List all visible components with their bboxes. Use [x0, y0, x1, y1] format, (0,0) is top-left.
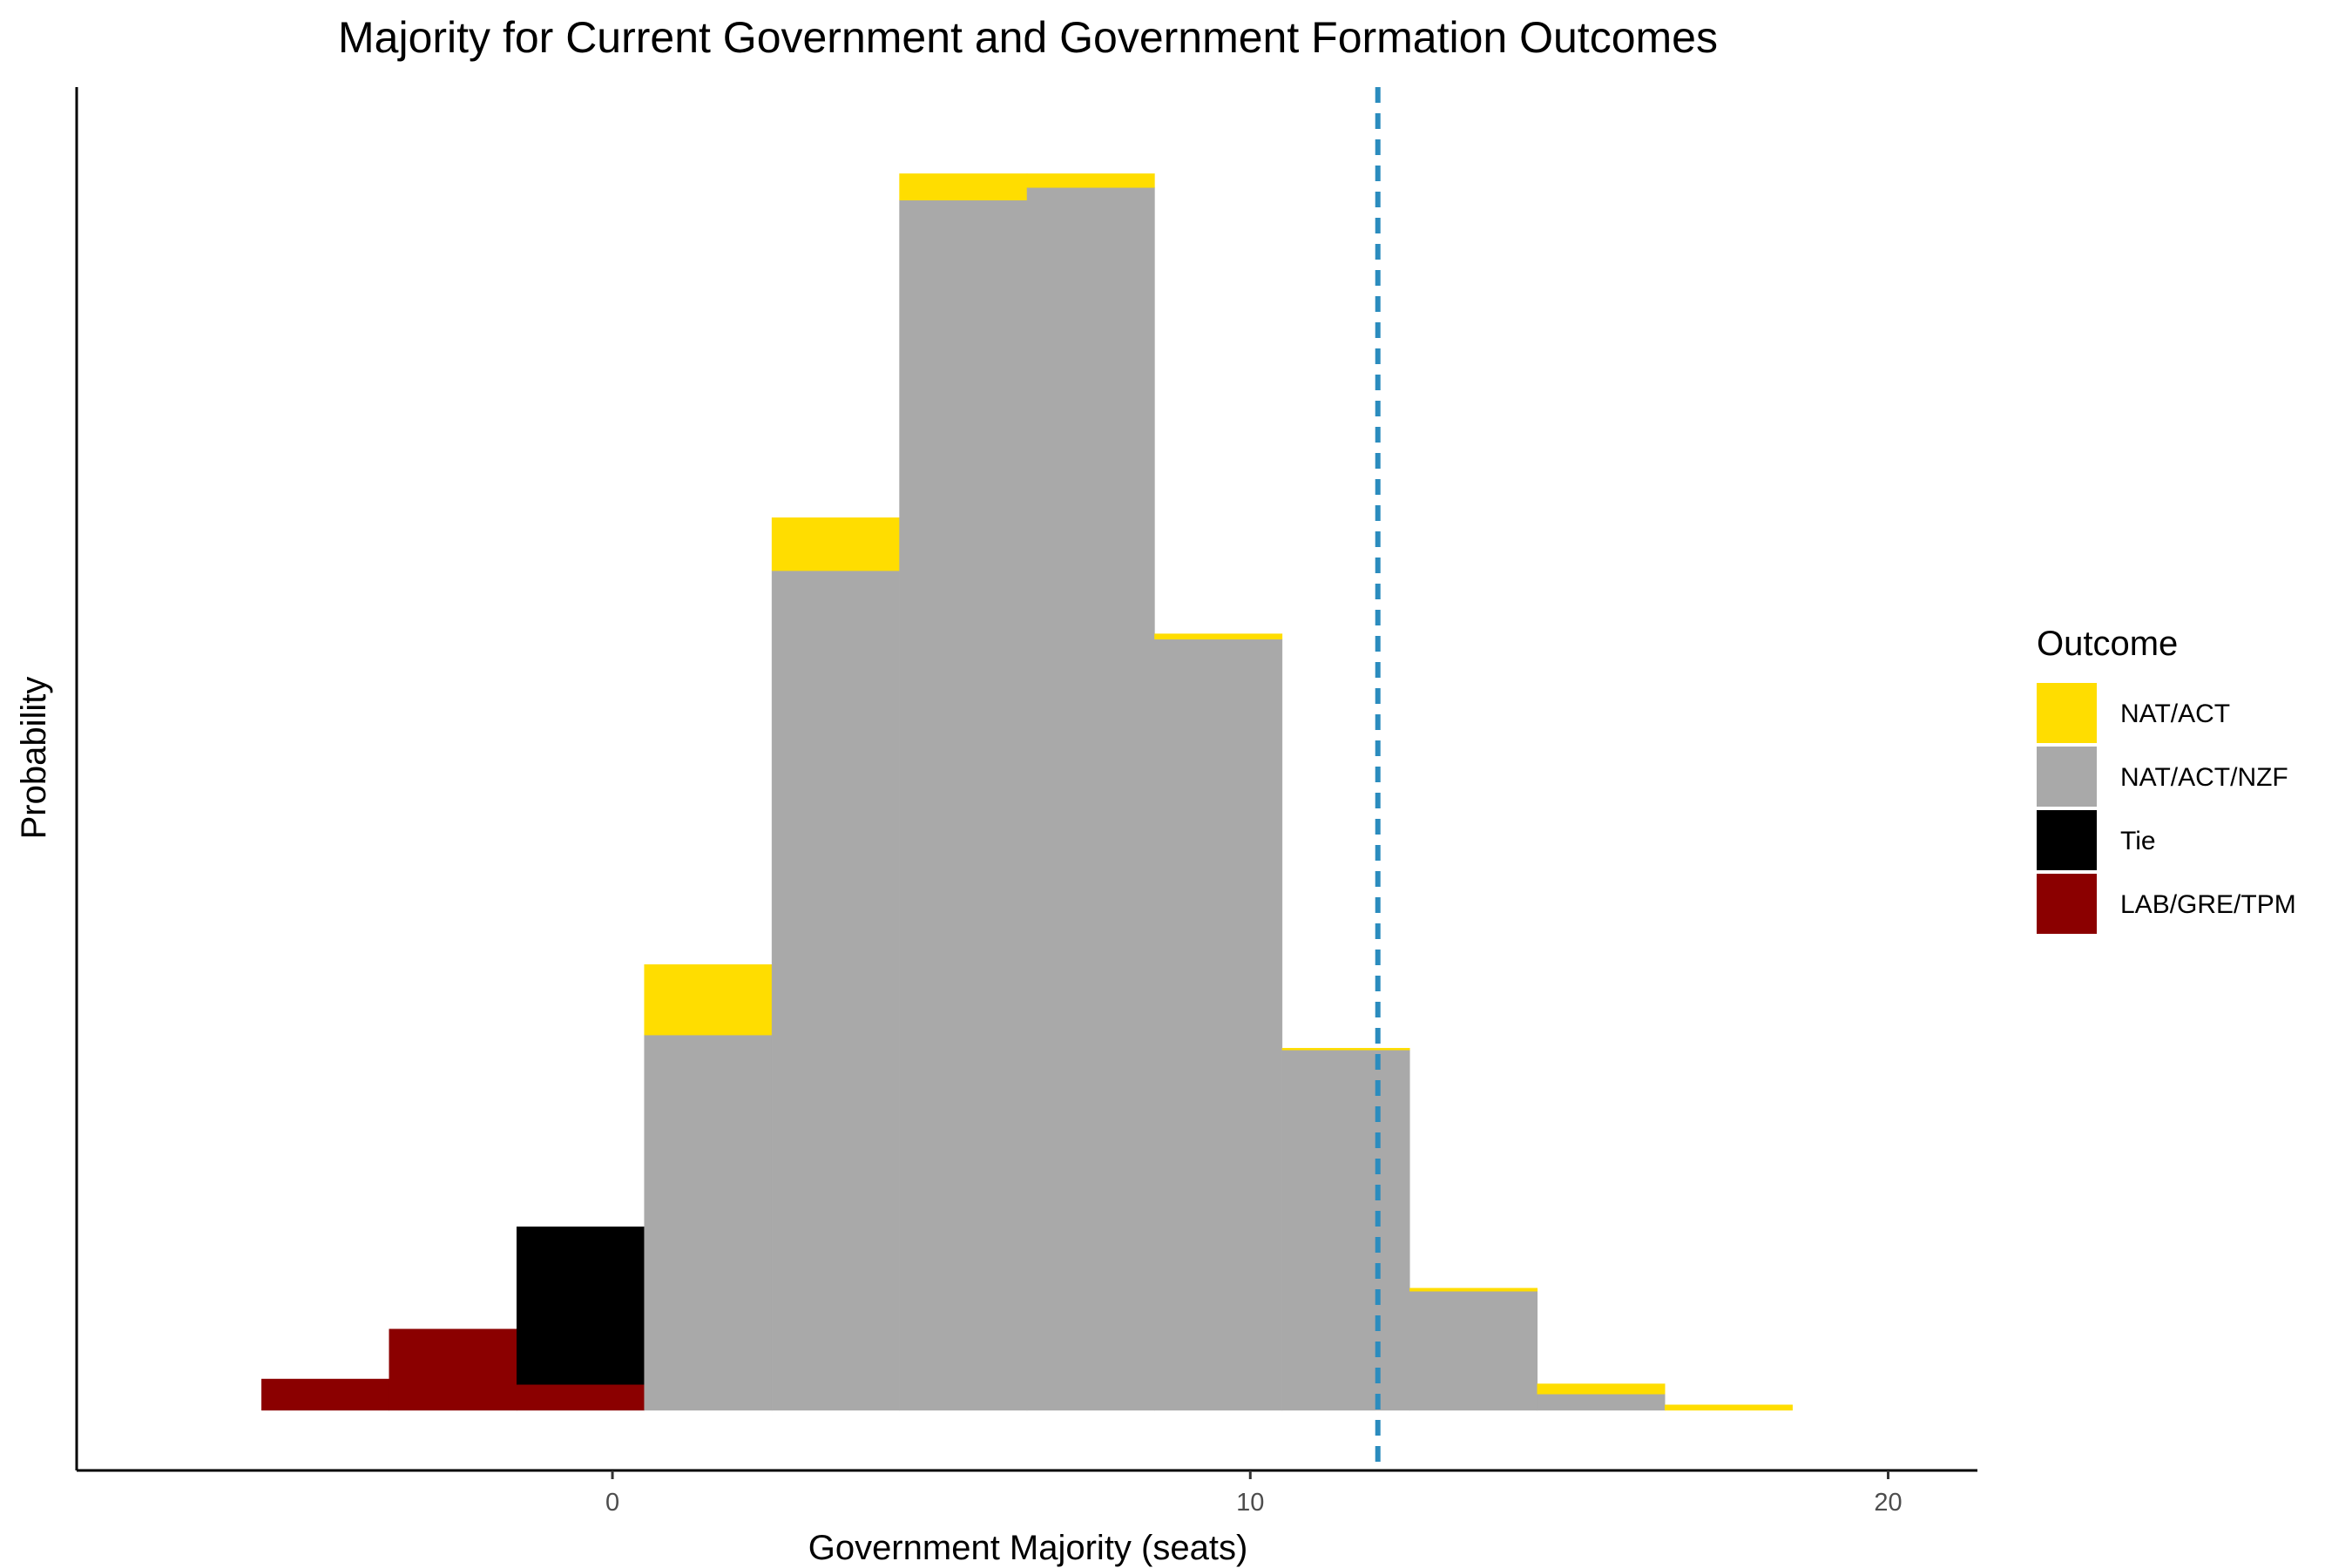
bar-nat-act-bin-6 — [1026, 173, 1155, 188]
bar-lab-gre-tpm-bin-2 — [516, 1384, 645, 1411]
x-tick-label: 20 — [1874, 1489, 1902, 1517]
legend-label: NAT/ACT — [2120, 700, 2230, 728]
legend-swatch-nat-act — [2037, 683, 2097, 743]
bar-tie-bin-2 — [516, 1227, 645, 1385]
bar-nat-act-bin-5 — [899, 173, 1028, 201]
legend-swatch-nat-act-nzf — [2037, 747, 2097, 807]
bar-lab-gre-tpm-bin-1 — [389, 1328, 517, 1411]
legend-title: Outcome — [2037, 625, 2178, 663]
bar-nat-act-nzf-bin-6 — [1026, 187, 1155, 1411]
bar-lab-gre-tpm-bin-0 — [261, 1378, 390, 1411]
bar-nat-act-nzf-bin-7 — [1154, 639, 1283, 1411]
bar-nat-act-nzf-bin-3 — [644, 1034, 773, 1411]
legend-label: Tie — [2120, 827, 2156, 855]
legend-label: LAB/GRE/TPM — [2120, 890, 2296, 919]
bar-nat-act-nzf-bin-4 — [771, 570, 900, 1411]
bars-layer — [261, 173, 1793, 1411]
legend: Outcome NAT/ACT NAT/ACT/NZF Tie LAB/GRE/TPM — [2037, 625, 2296, 934]
bar-nat-act-bin-9 — [1409, 1288, 1538, 1292]
x-ticks: 0 10 20 — [605, 1470, 1903, 1517]
bar-nat-act-nzf-bin-5 — [899, 199, 1028, 1411]
bar-nat-act-nzf-bin-9 — [1409, 1291, 1538, 1411]
bar-nat-act-bin-7 — [1154, 633, 1283, 640]
bar-nat-act-nzf-bin-10 — [1537, 1394, 1666, 1411]
y-axis-title: Probability — [15, 677, 53, 840]
x-axis-title: Government Majority (seats) — [808, 1529, 1248, 1567]
chart-title: Majority for Current Government and Gove… — [338, 13, 1718, 62]
x-tick-label: 10 — [1236, 1489, 1264, 1517]
legend-swatch-lab-gre-tpm — [2037, 874, 2097, 934]
bar-nat-act-bin-11 — [1664, 1404, 1793, 1411]
x-tick-label: 0 — [605, 1489, 619, 1517]
bar-nat-act-bin-10 — [1537, 1383, 1666, 1395]
bar-nat-act-bin-8 — [1281, 1048, 1410, 1051]
bar-nat-act-bin-3 — [644, 964, 773, 1036]
legend-label: NAT/ACT/NZF — [2120, 763, 2288, 792]
legend-items: NAT/ACT NAT/ACT/NZF Tie LAB/GRE/TPM — [2037, 683, 2296, 934]
bar-nat-act-bin-4 — [771, 517, 900, 571]
bar-nat-act-nzf-bin-8 — [1281, 1050, 1410, 1411]
legend-swatch-tie — [2037, 810, 2097, 870]
